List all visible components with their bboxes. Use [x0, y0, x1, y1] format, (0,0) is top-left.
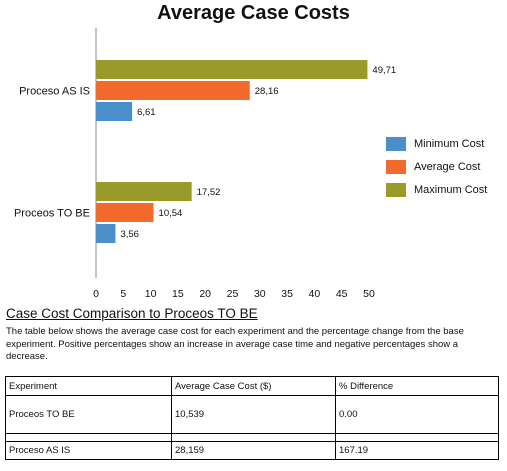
data-label: 10,54 [159, 208, 183, 219]
x-tick-label: 5 [120, 288, 126, 300]
table-header-experiment: Experiment [5, 376, 172, 396]
legend-swatch-minimum [386, 136, 406, 151]
table-header-row: Experiment Average Case Cost ($) % Diffe… [5, 376, 499, 396]
category-label: Proceso AS IS [19, 86, 90, 98]
comparison-table: Experiment Average Case Cost ($) % Diffe… [5, 376, 499, 460]
legend-swatch-maximum [386, 182, 406, 197]
table-cell: Proceos TO BE [5, 395, 172, 434]
chart-title: Average Case Costs [157, 2, 350, 24]
table-cell-empty [5, 433, 172, 442]
table-header-average-cost: Average Case Cost ($) [171, 376, 336, 396]
legend-swatch-average [386, 159, 406, 174]
x-tick-label: 30 [254, 288, 266, 300]
bar [96, 224, 116, 243]
section-heading: Case Cost Comparison to Proceos TO BE [6, 306, 258, 321]
chart-legend: Minimum Cost Average Cost Maximum Cost [386, 132, 487, 201]
bar [96, 60, 368, 79]
bar-chart: 49,71 28,16 6,61 Proceso AS IS 17,52 10,54 3,5… [14, 28, 396, 300]
data-label: 49,71 [372, 65, 396, 76]
data-label: 3,56 [120, 229, 138, 240]
data-label: 28,16 [255, 86, 279, 97]
x-tick-label: 20 [199, 288, 211, 300]
data-label: 6,61 [137, 107, 156, 118]
table-cell-empty [335, 433, 499, 442]
x-tick-label: 35 [281, 288, 293, 300]
x-tick-label: 45 [336, 288, 348, 300]
table-row: Proceso AS IS 28,159 167.19 [5, 441, 499, 460]
section-description: The table below shows the average case c… [6, 326, 464, 362]
x-tick-label: 10 [145, 288, 157, 300]
legend-label-maximum: Maximum Cost [414, 183, 488, 196]
table-row: Proceos TO BE 10,539 0.00 [5, 395, 499, 434]
legend-item-maximum: Maximum Cost [386, 178, 487, 201]
bar [96, 203, 154, 222]
category-label: Proceos TO BE [14, 208, 90, 220]
legend-label-minimum: Minimum Cost [414, 137, 485, 150]
x-tick-label: 0 [93, 288, 99, 300]
bar [96, 81, 250, 100]
legend-item-average: Average Cost [386, 155, 487, 178]
bar [96, 102, 133, 121]
x-tick-label: 50 [363, 288, 375, 300]
table-cell-empty [171, 433, 336, 442]
x-tick-label: 40 [309, 288, 321, 300]
table-row-spacer [5, 433, 499, 442]
table-cell: 0.00 [335, 395, 499, 434]
legend-label-average: Average Cost [414, 160, 481, 173]
legend-item-minimum: Minimum Cost [386, 132, 487, 155]
table-cell: 28,159 [171, 441, 336, 460]
table-cell: 167.19 [335, 441, 499, 460]
table-header-difference: % Difference [335, 376, 499, 396]
bar [96, 182, 192, 201]
table-cell: 10,539 [171, 395, 336, 434]
x-tick-label: 15 [172, 288, 184, 300]
table-cell: Proceso AS IS [5, 441, 172, 460]
x-tick-label: 25 [227, 288, 239, 300]
data-label: 17,52 [197, 187, 221, 198]
